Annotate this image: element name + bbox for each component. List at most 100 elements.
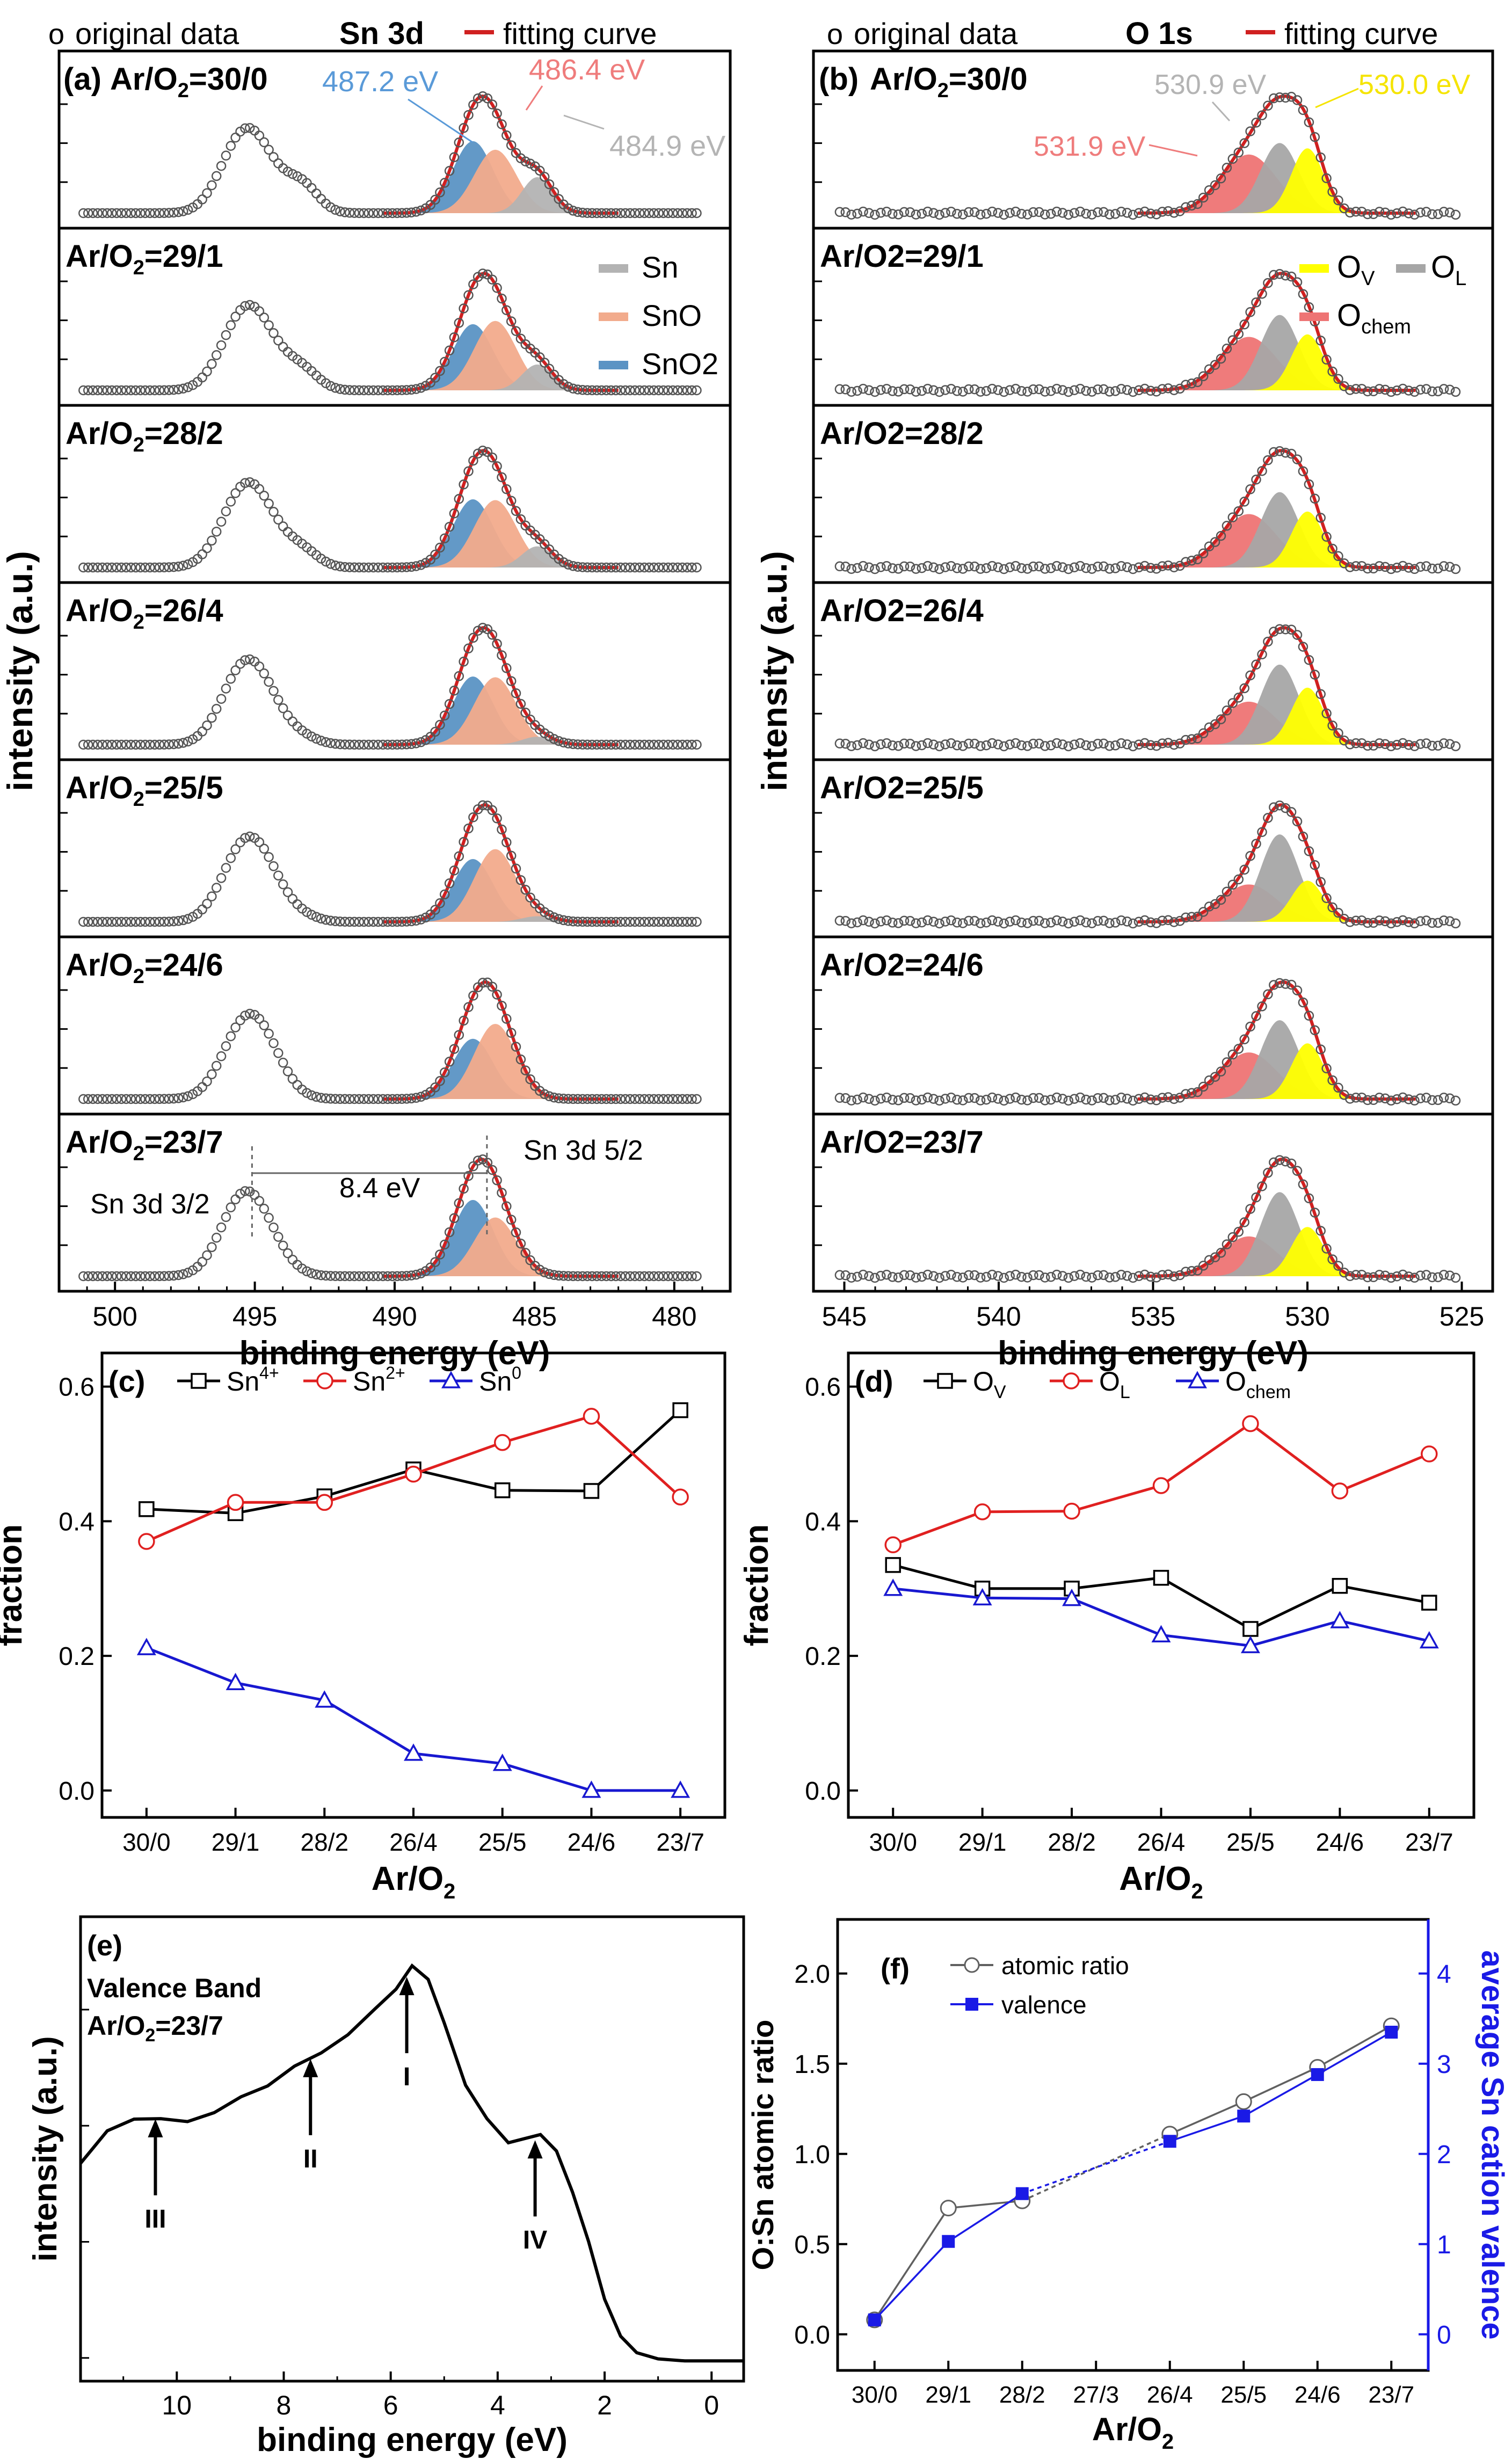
data-point: [126, 1094, 136, 1104]
data-point: [630, 385, 640, 396]
data-point: [1321, 1063, 1332, 1074]
data-point: [911, 564, 921, 574]
component-fill: [1137, 315, 1416, 390]
data-point: [268, 686, 279, 696]
data-point: [449, 508, 460, 519]
data-point: [1069, 1094, 1080, 1104]
data-point: [1099, 207, 1109, 217]
data-point: [226, 497, 236, 507]
data-point: [187, 557, 198, 568]
data-point: [1333, 195, 1343, 206]
legend-label-ol: OL: [1431, 250, 1466, 290]
data-point: [97, 1271, 107, 1282]
data-point: [687, 739, 697, 750]
data-point: [882, 561, 892, 571]
data-point: [482, 624, 493, 635]
data-point: [928, 208, 939, 218]
annotation-3d52: Sn 3d 5/2: [524, 1135, 643, 1166]
data-point: [264, 498, 274, 509]
ratio-label-text: Ar/O2=24/6: [820, 948, 984, 983]
ratio-label-text: Ar/O: [66, 239, 133, 274]
data-point: [864, 916, 874, 927]
data-point: [1016, 740, 1027, 751]
data-point: [107, 1271, 117, 1282]
data-point: [1093, 1270, 1103, 1281]
data-point: [1269, 270, 1279, 280]
data-point: [1444, 207, 1455, 218]
panel-label: (a): [63, 62, 101, 97]
data-point: [987, 915, 998, 926]
data-point: [1116, 1092, 1126, 1103]
data-point: [1016, 208, 1027, 219]
data-point: [563, 738, 573, 749]
data-point: [592, 385, 602, 396]
data-point: [1087, 741, 1097, 751]
data-point: [444, 699, 455, 709]
data-point: [1057, 208, 1068, 218]
data-point: [981, 917, 992, 928]
data-point: [392, 385, 402, 396]
data-point: [958, 918, 968, 928]
data-point: [1368, 1272, 1379, 1283]
data-point: [349, 1271, 360, 1282]
data-point: [1069, 208, 1080, 218]
data-point: [999, 209, 1009, 220]
data-point: [864, 385, 874, 396]
data-point: [154, 1271, 165, 1282]
title-ratio-value: =23/7: [155, 2011, 223, 2041]
x-tick-label: 525: [1440, 1301, 1484, 1332]
data-point: [506, 140, 517, 150]
data-point: [858, 1269, 868, 1280]
data-point: [1063, 209, 1074, 220]
data-point: [368, 562, 379, 573]
data-point: [1427, 740, 1437, 751]
data-point: [439, 533, 450, 543]
data-point: [1245, 126, 1255, 136]
data-point: [1321, 354, 1332, 365]
data-point: [178, 738, 188, 748]
data-point: [592, 1094, 602, 1104]
data-point: [159, 1094, 170, 1104]
data-point: [934, 1272, 944, 1283]
data-point: [140, 916, 150, 927]
data-point: [145, 1094, 155, 1104]
data-point: [1051, 1092, 1062, 1103]
data-point: [601, 1094, 612, 1104]
data-point: [1216, 530, 1226, 541]
data-point: [601, 739, 612, 750]
marker-triangle: [492, 1754, 512, 1771]
data-point: [354, 1271, 365, 1282]
data-point: [364, 739, 374, 750]
x-axis-label-main: Ar/O: [1119, 1860, 1191, 1897]
data-point: [1040, 1272, 1050, 1283]
data-point: [325, 1094, 336, 1104]
data-point: [1392, 385, 1402, 396]
data-point: [463, 643, 474, 654]
data-point: [1157, 1270, 1167, 1280]
data-point: [969, 1270, 980, 1281]
data-point: [1187, 912, 1197, 922]
data-point: [459, 657, 469, 667]
data-point: [917, 385, 927, 396]
data-point: [1304, 846, 1314, 856]
data-point: [969, 915, 980, 926]
arrow-head: [303, 2058, 318, 2077]
component-fill: [381, 321, 619, 390]
ratio-label-text: Ar/O2=25/5: [820, 770, 984, 805]
data-point: [159, 385, 170, 396]
data-point: [620, 739, 630, 750]
data-point: [1057, 385, 1068, 395]
data-point: [601, 385, 612, 396]
data-point: [1116, 383, 1126, 394]
data-point: [1216, 714, 1226, 724]
data-point: [1133, 1271, 1144, 1282]
data-point: [663, 208, 673, 219]
data-point: [1151, 918, 1162, 928]
data-point: [506, 850, 517, 861]
ratio-label: Ar/O2=25/5: [820, 770, 984, 805]
data-point: [477, 446, 488, 456]
data-point: [207, 712, 217, 723]
x-tick-label: 2: [597, 2390, 612, 2420]
data-point: [1163, 1269, 1173, 1279]
data-point: [449, 1213, 460, 1224]
